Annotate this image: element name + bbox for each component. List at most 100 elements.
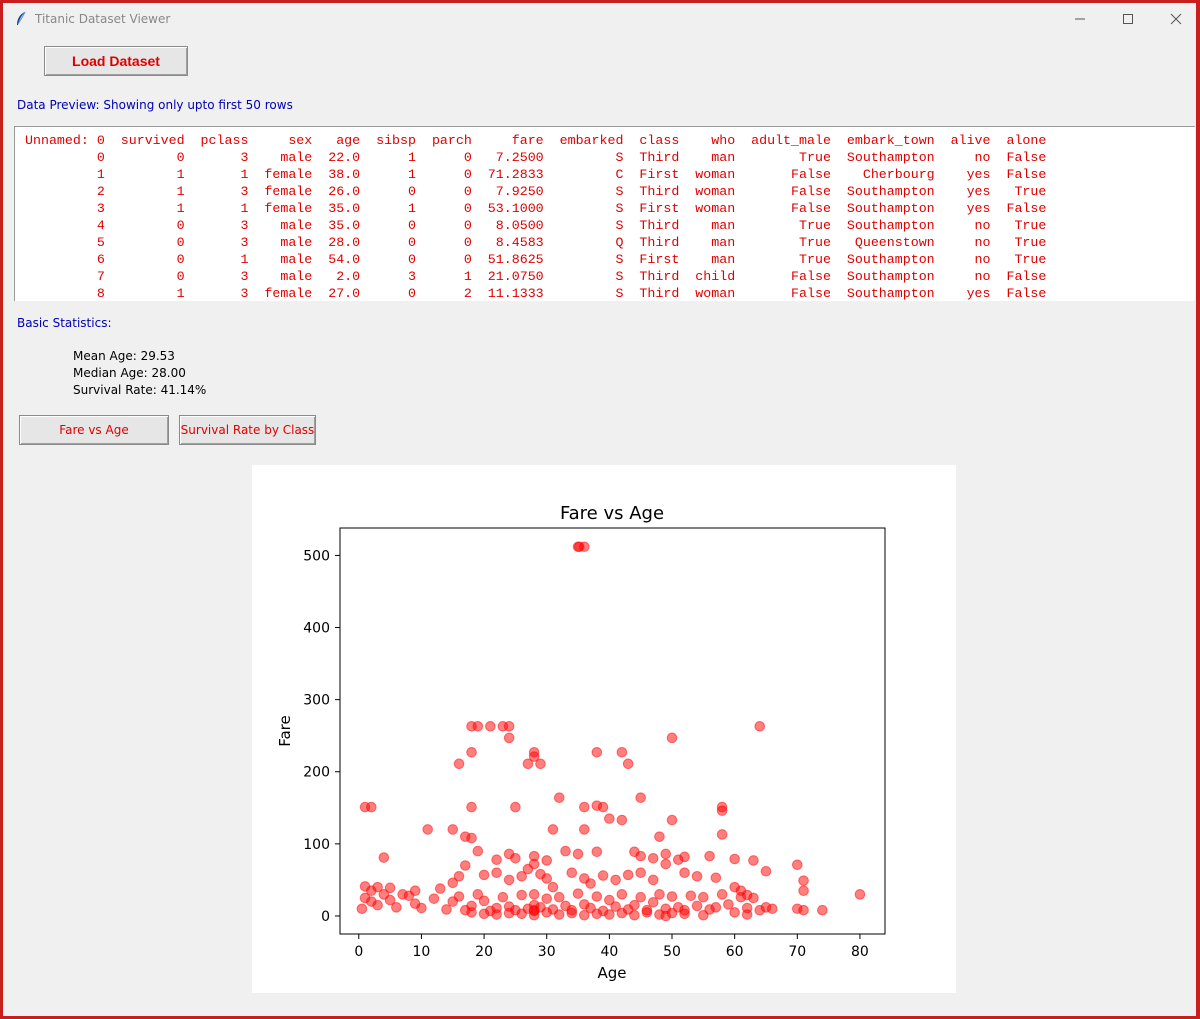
y-tick-label: 100 <box>303 837 330 853</box>
scatter-point <box>691 871 703 882</box>
scatter-point <box>447 824 459 835</box>
scatter-point <box>447 877 459 889</box>
scatter-point <box>478 908 490 920</box>
x-tick-label: 40 <box>600 944 618 960</box>
scatter-point <box>798 885 809 897</box>
scatter-point <box>666 814 678 826</box>
table-text: Unnamed: 0 survived pclass sex age sibsp… <box>25 132 1046 301</box>
x-axis-ticks: 0 10 20 30 40 50 60 70 80 <box>354 934 869 960</box>
scatter-point <box>629 899 640 911</box>
y-tick-label: 200 <box>303 765 330 781</box>
maximize-icon <box>1123 14 1133 24</box>
scatter-point <box>356 903 368 915</box>
x-tick-label: 10 <box>413 944 431 960</box>
x-axis-label: Age <box>597 964 626 982</box>
scatter-point <box>416 902 427 914</box>
fare-vs-age-button[interactable]: Fare vs Age <box>19 415 169 445</box>
scatter-point <box>566 907 578 919</box>
survival-rate-by-class-button[interactable]: Survival Rate by Class <box>179 415 316 445</box>
scatter-point <box>591 846 603 858</box>
scatter-point <box>766 903 778 915</box>
scatter-point <box>516 889 527 901</box>
median-age-stat: Median Age: 28.00 <box>73 366 186 380</box>
scatter-point <box>528 889 540 900</box>
scatter-point <box>729 907 740 918</box>
scatter-point <box>741 909 753 920</box>
scatter-point <box>679 851 690 863</box>
y-tick-label: 300 <box>303 693 330 709</box>
scatter-point <box>754 721 766 732</box>
scatter-point <box>629 909 640 921</box>
y-axis-label: Fare <box>276 715 294 747</box>
scatter-point <box>422 824 434 835</box>
scatter-point <box>666 907 678 919</box>
table-row: 4 0 3 male 35.0 0 0 8.0500 S Third man T… <box>25 218 1047 233</box>
scatter-point <box>616 889 628 900</box>
scatter-point <box>384 894 396 906</box>
x-tick-label: 70 <box>788 944 806 960</box>
minimize-button[interactable] <box>1056 3 1104 36</box>
scatter-point <box>616 907 628 919</box>
scatter-point <box>691 900 703 912</box>
scatter-point <box>579 801 590 813</box>
scatter-point <box>660 858 672 870</box>
x-tick-label: 80 <box>851 944 869 960</box>
scatter-point <box>441 904 452 915</box>
scatter-point <box>604 909 615 920</box>
scatter-point <box>647 896 659 908</box>
scatter-point <box>616 746 628 758</box>
scatter-point <box>547 881 559 893</box>
window-title: Titanic Dataset Viewer <box>35 12 171 26</box>
scatter-point <box>528 909 540 921</box>
data-preview-table[interactable]: Unnamed: 0 survived pclass sex age sibsp… <box>14 126 1195 301</box>
survival-rate-stat: Survival Rate: 41.14% <box>73 383 207 397</box>
scatter-point <box>503 874 515 886</box>
title-bar[interactable]: Titanic Dataset Viewer <box>3 3 1196 36</box>
table-row: 2 1 3 female 26.0 0 0 7.9250 S Third wom… <box>25 184 1047 199</box>
scatter-point <box>585 878 596 889</box>
scatter-point <box>541 907 553 918</box>
scatter-point <box>716 889 728 900</box>
scatter-point <box>459 860 471 871</box>
scatter-point <box>716 805 728 816</box>
x-tick-label: 60 <box>726 944 744 960</box>
table-header-row: Unnamed: 0 survived pclass sex age sibsp… <box>25 133 1047 148</box>
y-tick-label: 400 <box>303 621 330 637</box>
scatter-point <box>604 813 615 824</box>
scatter-point <box>622 869 634 881</box>
scatter-point <box>472 721 484 732</box>
scatter-point <box>704 850 715 862</box>
scatter-point <box>466 907 477 918</box>
scatter-point <box>573 541 585 553</box>
scatter-point <box>760 865 772 877</box>
scatter-points <box>356 541 866 922</box>
scatter-point <box>503 721 515 732</box>
scatter-point <box>503 907 515 919</box>
scatter-point <box>854 889 866 900</box>
close-button[interactable] <box>1152 3 1196 36</box>
scatter-point <box>710 902 722 913</box>
scatter-point <box>610 901 621 912</box>
scatter-point <box>453 891 465 902</box>
plot-frame <box>339 527 886 935</box>
x-tick-label: 50 <box>663 944 681 960</box>
scatter-point <box>516 871 527 882</box>
load-dataset-button[interactable]: Load Dataset <box>44 46 188 76</box>
scatter-point <box>666 891 678 902</box>
scatter-point <box>591 908 603 920</box>
x-tick-label: 20 <box>475 944 493 960</box>
table-row: 5 0 3 male 28.0 0 0 8.4583 Q Third man T… <box>25 235 1047 250</box>
maximize-button[interactable] <box>1104 3 1152 36</box>
scatter-point <box>635 891 646 903</box>
x-tick-label: 30 <box>538 944 556 960</box>
scatter-point <box>635 792 646 804</box>
table-row: 3 1 1 female 35.0 1 0 53.1000 S First wo… <box>25 201 1047 216</box>
scatter-point <box>579 824 590 835</box>
table-row: 1 1 1 female 38.0 1 0 71.2833 C First wo… <box>25 167 1047 182</box>
scatter-point <box>566 867 578 879</box>
scatter-point <box>560 845 571 857</box>
scatter-point <box>685 890 697 902</box>
scatter-point <box>491 854 502 866</box>
scatter-point <box>466 801 477 813</box>
scatter-point <box>553 891 565 903</box>
